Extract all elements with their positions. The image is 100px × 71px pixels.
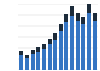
Bar <box>81 24 85 70</box>
Bar <box>19 51 23 55</box>
Bar <box>76 21 80 70</box>
Bar <box>25 55 29 58</box>
Bar <box>42 49 46 70</box>
Bar <box>48 39 52 44</box>
Bar <box>64 22 68 70</box>
Bar <box>93 13 97 21</box>
Bar <box>81 17 85 24</box>
Bar <box>25 58 29 70</box>
Bar <box>76 13 80 21</box>
Bar <box>93 21 97 70</box>
Bar <box>42 44 46 49</box>
Bar <box>53 33 57 40</box>
Bar <box>59 31 63 70</box>
Bar <box>87 4 91 13</box>
Bar <box>36 47 40 52</box>
Bar <box>53 40 57 70</box>
Bar <box>70 16 74 70</box>
Bar <box>70 6 74 16</box>
Bar <box>31 50 35 54</box>
Bar <box>48 44 52 70</box>
Bar <box>31 54 35 70</box>
Bar <box>64 14 68 22</box>
Bar <box>19 55 23 70</box>
Bar <box>36 52 40 70</box>
Bar <box>59 24 63 31</box>
Bar <box>87 13 91 70</box>
